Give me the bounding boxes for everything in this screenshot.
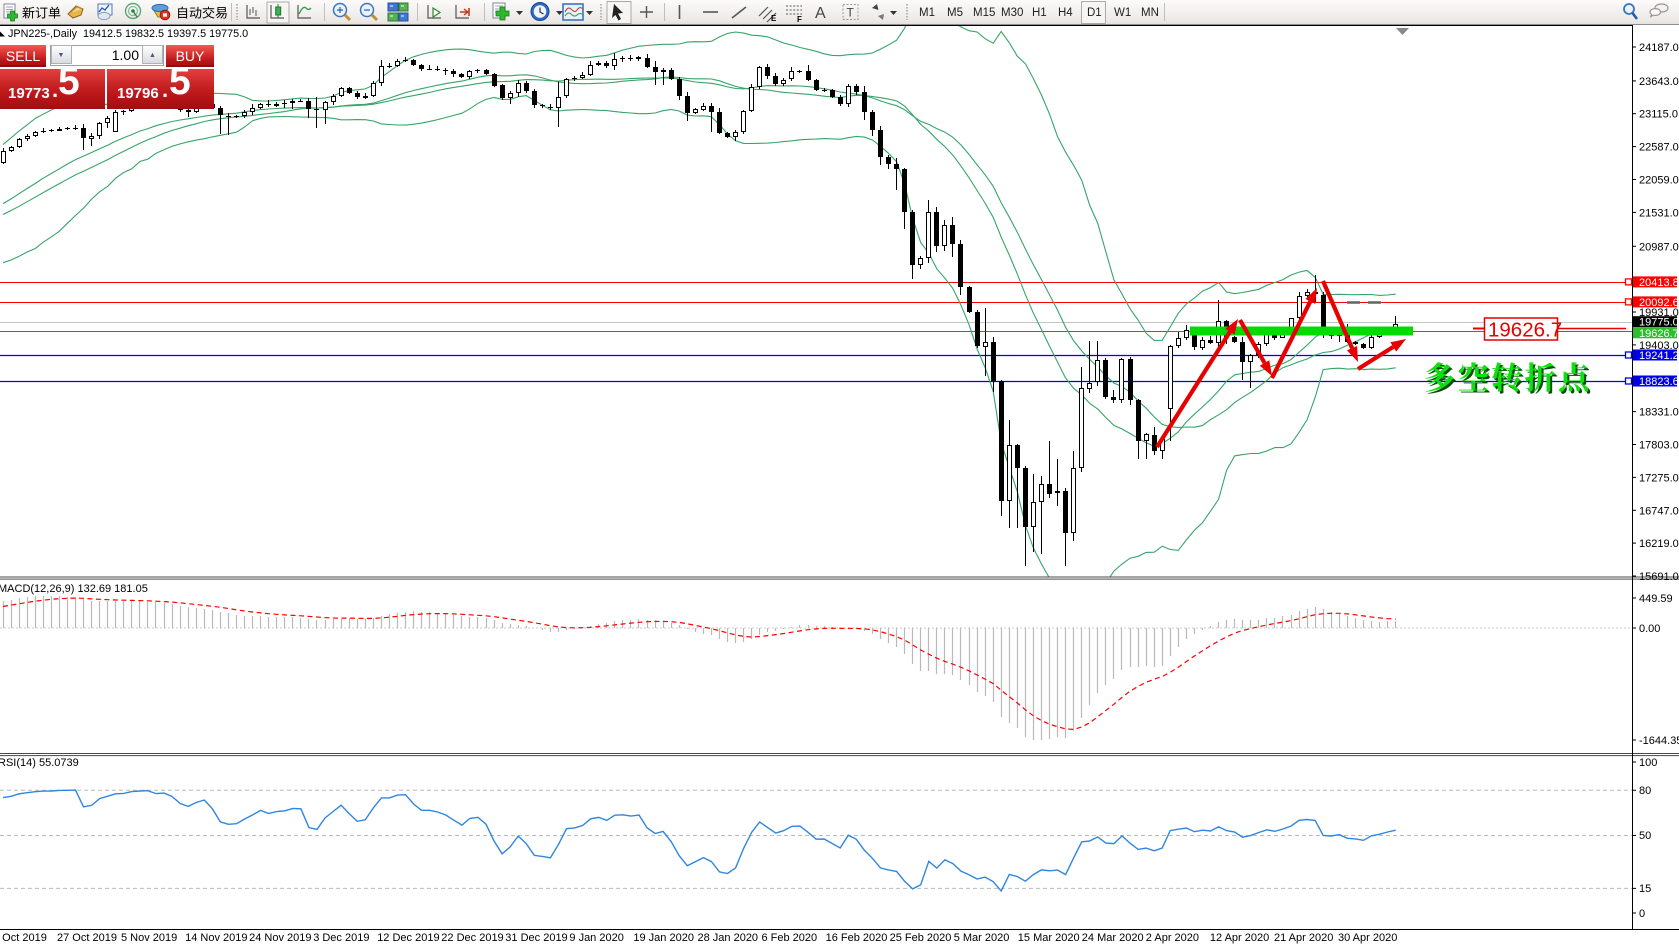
svg-text:D1: D1 bbox=[1087, 7, 1102, 19]
svg-text:RSI(14) 55.0739: RSI(14) 55.0739 bbox=[0, 757, 79, 769]
svg-text:20413.8: 20413.8 bbox=[1639, 277, 1679, 289]
svg-text:M5: M5 bbox=[947, 7, 963, 19]
svg-text:5 Mar 2020: 5 Mar 2020 bbox=[954, 932, 1010, 944]
svg-text:7 Oct 2019: 7 Oct 2019 bbox=[0, 932, 47, 944]
svg-text:100: 100 bbox=[1639, 757, 1657, 769]
svg-text:15 Mar 2020: 15 Mar 2020 bbox=[1018, 932, 1080, 944]
svg-text:M15: M15 bbox=[973, 7, 995, 19]
svg-text:15: 15 bbox=[1639, 883, 1651, 895]
svg-text:21531.0: 21531.0 bbox=[1639, 207, 1679, 219]
svg-text:12 Apr 2020: 12 Apr 2020 bbox=[1210, 932, 1269, 944]
svg-text:24 Mar 2020: 24 Mar 2020 bbox=[1082, 932, 1144, 944]
svg-text:M1: M1 bbox=[919, 7, 935, 19]
svg-text:21 Apr 2020: 21 Apr 2020 bbox=[1274, 932, 1333, 944]
svg-text:18823.6: 18823.6 bbox=[1639, 376, 1679, 388]
svg-text:19775.0: 19775.0 bbox=[1639, 317, 1679, 329]
svg-text:H1: H1 bbox=[1032, 7, 1047, 19]
svg-text:20092.6: 20092.6 bbox=[1639, 297, 1679, 309]
svg-text:16219.0: 16219.0 bbox=[1639, 538, 1679, 550]
svg-text:24187.0: 24187.0 bbox=[1639, 42, 1679, 54]
svg-text:19626.7: 19626.7 bbox=[1639, 328, 1679, 340]
svg-text:80: 80 bbox=[1639, 785, 1651, 797]
svg-text:5 Nov 2019: 5 Nov 2019 bbox=[121, 932, 177, 944]
svg-text:9 Jan 2020: 9 Jan 2020 bbox=[569, 932, 623, 944]
svg-text:F: F bbox=[797, 15, 802, 24]
svg-text:28 Jan 2020: 28 Jan 2020 bbox=[698, 932, 759, 944]
svg-text:24 Nov 2019: 24 Nov 2019 bbox=[249, 932, 311, 944]
svg-text:2 Apr 2020: 2 Apr 2020 bbox=[1146, 932, 1199, 944]
svg-text:6 Feb 2020: 6 Feb 2020 bbox=[762, 932, 818, 944]
svg-text:22587.0: 22587.0 bbox=[1639, 142, 1679, 154]
svg-text:31 Dec 2019: 31 Dec 2019 bbox=[505, 932, 567, 944]
svg-text:0: 0 bbox=[1639, 908, 1645, 920]
svg-text:H4: H4 bbox=[1058, 7, 1073, 19]
svg-text:23115.0: 23115.0 bbox=[1639, 109, 1678, 121]
svg-text:27 Oct 2019: 27 Oct 2019 bbox=[57, 932, 117, 944]
svg-text:17275.0: 17275.0 bbox=[1639, 472, 1679, 484]
svg-text:19 Jan 2020: 19 Jan 2020 bbox=[633, 932, 694, 944]
svg-text:23643.0: 23643.0 bbox=[1639, 76, 1679, 88]
svg-text:16747.0: 16747.0 bbox=[1639, 505, 1679, 517]
svg-text:T: T bbox=[847, 6, 855, 20]
svg-text:50: 50 bbox=[1639, 830, 1651, 842]
svg-text:A: A bbox=[815, 5, 826, 22]
svg-text:3 Dec 2019: 3 Dec 2019 bbox=[313, 932, 369, 944]
svg-text:14 Nov 2019: 14 Nov 2019 bbox=[185, 932, 247, 944]
svg-text:E: E bbox=[771, 14, 777, 23]
svg-text:19241.2: 19241.2 bbox=[1639, 350, 1679, 362]
svg-text:19403.0: 19403.0 bbox=[1639, 340, 1679, 352]
svg-text:25 Feb 2020: 25 Feb 2020 bbox=[890, 932, 952, 944]
svg-text:M30: M30 bbox=[1001, 7, 1023, 19]
svg-text:19626.7: 19626.7 bbox=[1488, 319, 1562, 342]
svg-text:22059.0: 22059.0 bbox=[1639, 175, 1679, 187]
svg-text:15691.0: 15691.0 bbox=[1639, 571, 1679, 583]
svg-text:W1: W1 bbox=[1114, 7, 1131, 19]
svg-text:449.59: 449.59 bbox=[1639, 593, 1673, 605]
svg-text:19931.0: 19931.0 bbox=[1639, 307, 1679, 319]
svg-text:0.00: 0.00 bbox=[1639, 623, 1660, 635]
svg-text:12 Dec 2019: 12 Dec 2019 bbox=[377, 932, 439, 944]
svg-text:MACD(12,26,9) 132.69 181.05: MACD(12,26,9) 132.69 181.05 bbox=[0, 583, 148, 595]
svg-text:-1644.35: -1644.35 bbox=[1639, 735, 1679, 747]
svg-text:30 Apr 2020: 30 Apr 2020 bbox=[1338, 932, 1397, 944]
svg-text:18331.0: 18331.0 bbox=[1639, 407, 1679, 419]
svg-text:16 Feb 2020: 16 Feb 2020 bbox=[826, 932, 888, 944]
svg-text:20987.0: 20987.0 bbox=[1639, 241, 1679, 253]
svg-text:22 Dec 2019: 22 Dec 2019 bbox=[441, 932, 503, 944]
svg-text:17803.0: 17803.0 bbox=[1639, 440, 1679, 452]
svg-text:MN: MN bbox=[1141, 7, 1159, 19]
